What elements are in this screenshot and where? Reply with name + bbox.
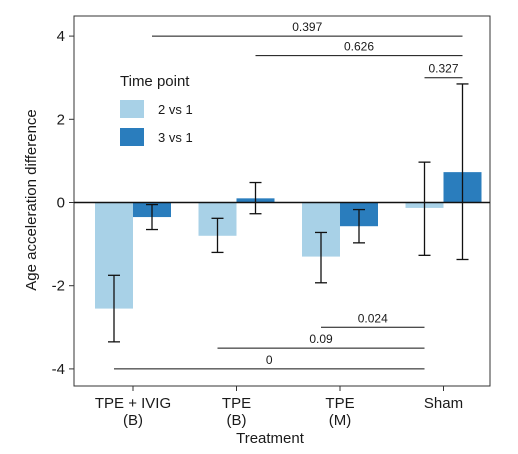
legend-title: Time point [120, 73, 190, 90]
comparison-p-value: 0.397 [292, 20, 322, 34]
x-tick-label: TPE + IVIG [95, 395, 171, 412]
y-tick-label: 0 [57, 195, 65, 212]
y-tick-label: -4 [52, 361, 65, 378]
x-tick-label-second-line: (M) [329, 412, 352, 429]
comparison-p-value: 0.327 [428, 62, 458, 76]
y-axis-label: Age acceleration difference [23, 109, 40, 291]
x-axis-label: Treatment [236, 430, 305, 447]
x-tick-label-second-line: (B) [227, 412, 247, 429]
legend-key [120, 128, 144, 146]
comparison-p-value: 0.09 [309, 332, 333, 346]
y-tick-label: 4 [57, 28, 65, 45]
y-tick-label: -2 [52, 278, 65, 295]
plot-panel [73, 15, 491, 387]
x-tick-label: Sham [424, 395, 463, 412]
legend-label: 3 vs 1 [158, 130, 193, 145]
x-tick-label: TPE [222, 395, 251, 412]
comparison-p-value: 0.024 [358, 311, 388, 325]
x-tick-label: TPE [325, 395, 354, 412]
comparison-p-value: 0.626 [344, 40, 374, 54]
legend-key [120, 100, 144, 118]
legend-label: 2 vs 1 [158, 102, 193, 117]
comparison-p-value: 0 [266, 353, 273, 367]
x-tick-label-second-line: (B) [123, 412, 143, 429]
y-tick-label: 2 [57, 111, 65, 128]
